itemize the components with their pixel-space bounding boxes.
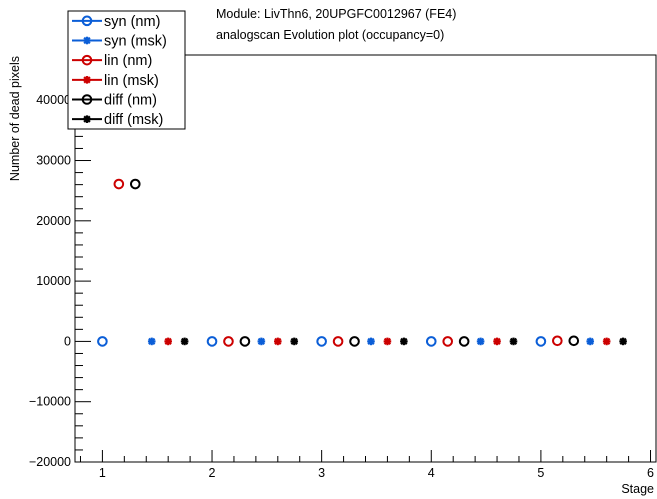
series-group: [113, 178, 563, 347]
series-group: [180, 337, 627, 346]
data-points: [97, 178, 627, 347]
y-tick-label: 30000: [36, 154, 71, 168]
data-point: [129, 178, 141, 190]
data-point: [316, 336, 327, 347]
data-point: [274, 337, 282, 346]
y-tick-label: 0: [64, 334, 71, 348]
data-point: [535, 336, 547, 347]
data-point: [383, 337, 392, 346]
legend-label: syn (msk): [104, 34, 167, 50]
data-point: [425, 336, 437, 347]
x-tick-label: 1: [99, 466, 106, 480]
legend-label: diff (msk): [104, 112, 163, 128]
y-tick-label: −20000: [29, 455, 71, 469]
legend-entry: lin (nm): [72, 53, 152, 69]
data-point: [367, 337, 375, 346]
data-point: [602, 337, 611, 346]
legend-marker: [81, 15, 93, 27]
series-group: [164, 337, 611, 346]
data-point: [509, 337, 518, 346]
legend-entry: syn (nm): [72, 14, 160, 30]
legend: syn (nm) syn (msk) lin (nm) lin (msk) diff (…: [67, 10, 186, 130]
data-point: [586, 337, 595, 346]
data-point: [476, 337, 485, 346]
data-point: [493, 337, 501, 346]
y-tick-label: −10000: [29, 395, 71, 409]
legend-label: lin (nm): [104, 53, 152, 69]
axes: 1 2 3 4 5 6 −20000 −10000 0 10000 20000 30000 40000: [29, 63, 654, 480]
legend-entry: syn (msk): [72, 34, 167, 50]
y-tick-label: 10000: [36, 274, 71, 288]
chart-title: Module: LivThn6, 20UPGFC0012967 (FE4): [216, 7, 457, 21]
legend-entry: lin (msk): [72, 73, 159, 89]
data-point: [97, 336, 108, 347]
legend-label: diff (nm): [104, 93, 157, 109]
y-tick-label: 40000: [36, 93, 71, 107]
x-tick-label: 4: [428, 466, 435, 480]
series-group: [147, 337, 595, 346]
legend-label: lin (msk): [104, 73, 159, 89]
data-point: [400, 337, 408, 346]
data-point: [239, 336, 251, 347]
data-point: [113, 178, 125, 190]
series-group: [129, 178, 580, 347]
x-tick-label: 3: [318, 466, 325, 480]
y-tick-label: 20000: [36, 214, 71, 228]
legend-marker: [83, 76, 91, 84]
x-axis-title: Stage: [621, 482, 654, 496]
y-axis-title: Number of dead pixels: [8, 56, 22, 181]
legend-box: [67, 10, 186, 130]
x-tick-label: 6: [647, 466, 654, 480]
data-point: [442, 336, 454, 347]
data-point: [164, 337, 172, 346]
data-point: [332, 336, 344, 347]
x-tick-label: 5: [537, 466, 544, 480]
series-group: [97, 336, 547, 347]
data-point: [180, 337, 189, 346]
data-point: [147, 337, 156, 346]
legend-label: syn (nm): [104, 14, 160, 30]
data-point: [458, 336, 470, 347]
data-point: [568, 335, 580, 347]
legend-marker: [83, 36, 91, 45]
x-tick-label: 2: [209, 466, 216, 480]
data-point: [552, 335, 563, 347]
legend-entry: diff (nm): [72, 93, 157, 109]
legend-marker: [81, 94, 93, 105]
data-point: [257, 337, 266, 346]
data-point: [349, 336, 360, 347]
data-point: [206, 336, 218, 347]
legend-entry: diff (msk): [72, 112, 163, 128]
chart-subtitle: analogscan Evolution plot (occupancy=0): [216, 28, 445, 42]
legend-marker: [83, 115, 91, 123]
legend-marker: [81, 54, 93, 66]
data-point: [619, 337, 627, 346]
data-point: [290, 337, 299, 346]
data-point: [223, 336, 234, 347]
